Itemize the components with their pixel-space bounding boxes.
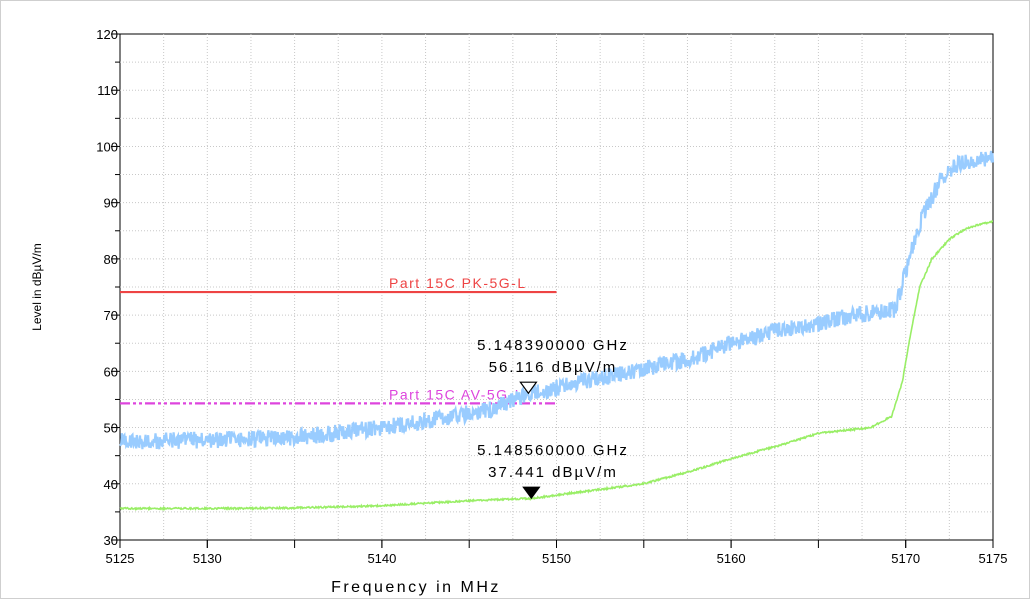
- grid: [120, 34, 993, 540]
- markers: 5.148390000 GHz 56.116 dBµV/m 5.148560000 …: [477, 337, 629, 500]
- y-tick-label: 110: [97, 83, 118, 98]
- y-tick-label: 50: [104, 421, 118, 436]
- y-tick-label: 80: [104, 252, 118, 267]
- limit-label-pk: Part 15C PK-5G-L: [389, 275, 527, 291]
- y-tick-label: 40: [104, 477, 118, 492]
- peak-trace: [119, 150, 995, 450]
- limit-label-av: Part 15C AV-5G-L: [389, 386, 524, 402]
- y-tick-label: 100: [96, 139, 118, 154]
- x-tick-label: 5175: [979, 551, 1008, 566]
- x-tick-label: 5160: [717, 551, 746, 566]
- traces: [119, 150, 995, 512]
- x-ticks: 5125 5130 5140 5150 5160 5170 5175: [106, 540, 1008, 566]
- x-tick-label: 5130: [193, 551, 222, 566]
- marker-1-level: 56.116 dBµV/m: [489, 359, 618, 376]
- marker-2-symbol: [522, 486, 541, 500]
- marker-1-frequency: 5.148390000 GHz: [477, 337, 629, 354]
- y-ticks: 30 40 50 60 70 80 90 100 110 120: [96, 27, 120, 548]
- marker-1-symbol: [519, 381, 538, 395]
- average-trace: [119, 220, 994, 512]
- y-tick-label: 90: [104, 196, 118, 211]
- marker-2-frequency: 5.148560000 GHz: [477, 442, 629, 459]
- y-tick-label: 30: [104, 533, 118, 548]
- x-axis-title: Frequency in MHz: [331, 579, 501, 596]
- marker-2-level: 37.441 dBµV/m: [488, 464, 618, 481]
- y-tick-label: 120: [96, 27, 118, 42]
- x-tick-label: 5140: [367, 551, 396, 566]
- x-tick-label: 5125: [106, 551, 135, 566]
- y-axis-title: Level in dBµV/m: [30, 243, 44, 331]
- y-tick-label: 60: [104, 364, 118, 379]
- y-tick-label: 70: [104, 308, 118, 323]
- x-tick-label: 5170: [891, 551, 920, 566]
- x-tick-label: 5150: [542, 551, 571, 566]
